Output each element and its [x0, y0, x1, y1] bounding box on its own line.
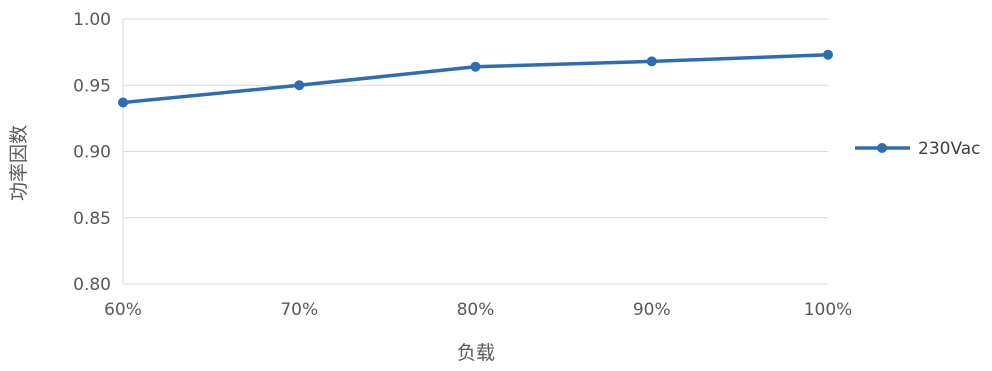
y-tick-0.80: 0.80: [73, 275, 111, 295]
x-tick-60%: 60%: [104, 300, 142, 320]
x-tick-70%: 70%: [280, 300, 318, 320]
legend: 230Vac: [855, 139, 981, 159]
data-point-70%: [294, 80, 305, 91]
data-point-80%: [470, 61, 481, 72]
data-point-60%: [118, 97, 128, 108]
x-tick-labels: 60% 70% 80% 90% 100%: [104, 300, 852, 320]
x-tick-100%: 100%: [804, 300, 853, 320]
y-tick-0.95: 0.95: [73, 76, 111, 96]
legend-marker: [877, 143, 887, 153]
y-tick-1.00: 1.00: [73, 10, 111, 30]
x-axis-title: 负载: [457, 342, 495, 364]
data-point-100%: [823, 49, 833, 60]
y-tick-labels: 0.80 0.85 0.90 0.95 1.00: [73, 10, 111, 295]
data-point-90%: [646, 56, 657, 67]
series-layer: [118, 49, 833, 108]
legend-label: 230Vac: [918, 139, 981, 159]
y-tick-0.85: 0.85: [73, 209, 111, 229]
gridlines: [122, 18, 828, 285]
x-tick-90%: 90%: [633, 300, 671, 320]
x-tick-80%: 80%: [457, 300, 495, 320]
y-axis-title: 功率因数: [8, 125, 30, 201]
y-tick-0.90: 0.90: [73, 143, 111, 163]
